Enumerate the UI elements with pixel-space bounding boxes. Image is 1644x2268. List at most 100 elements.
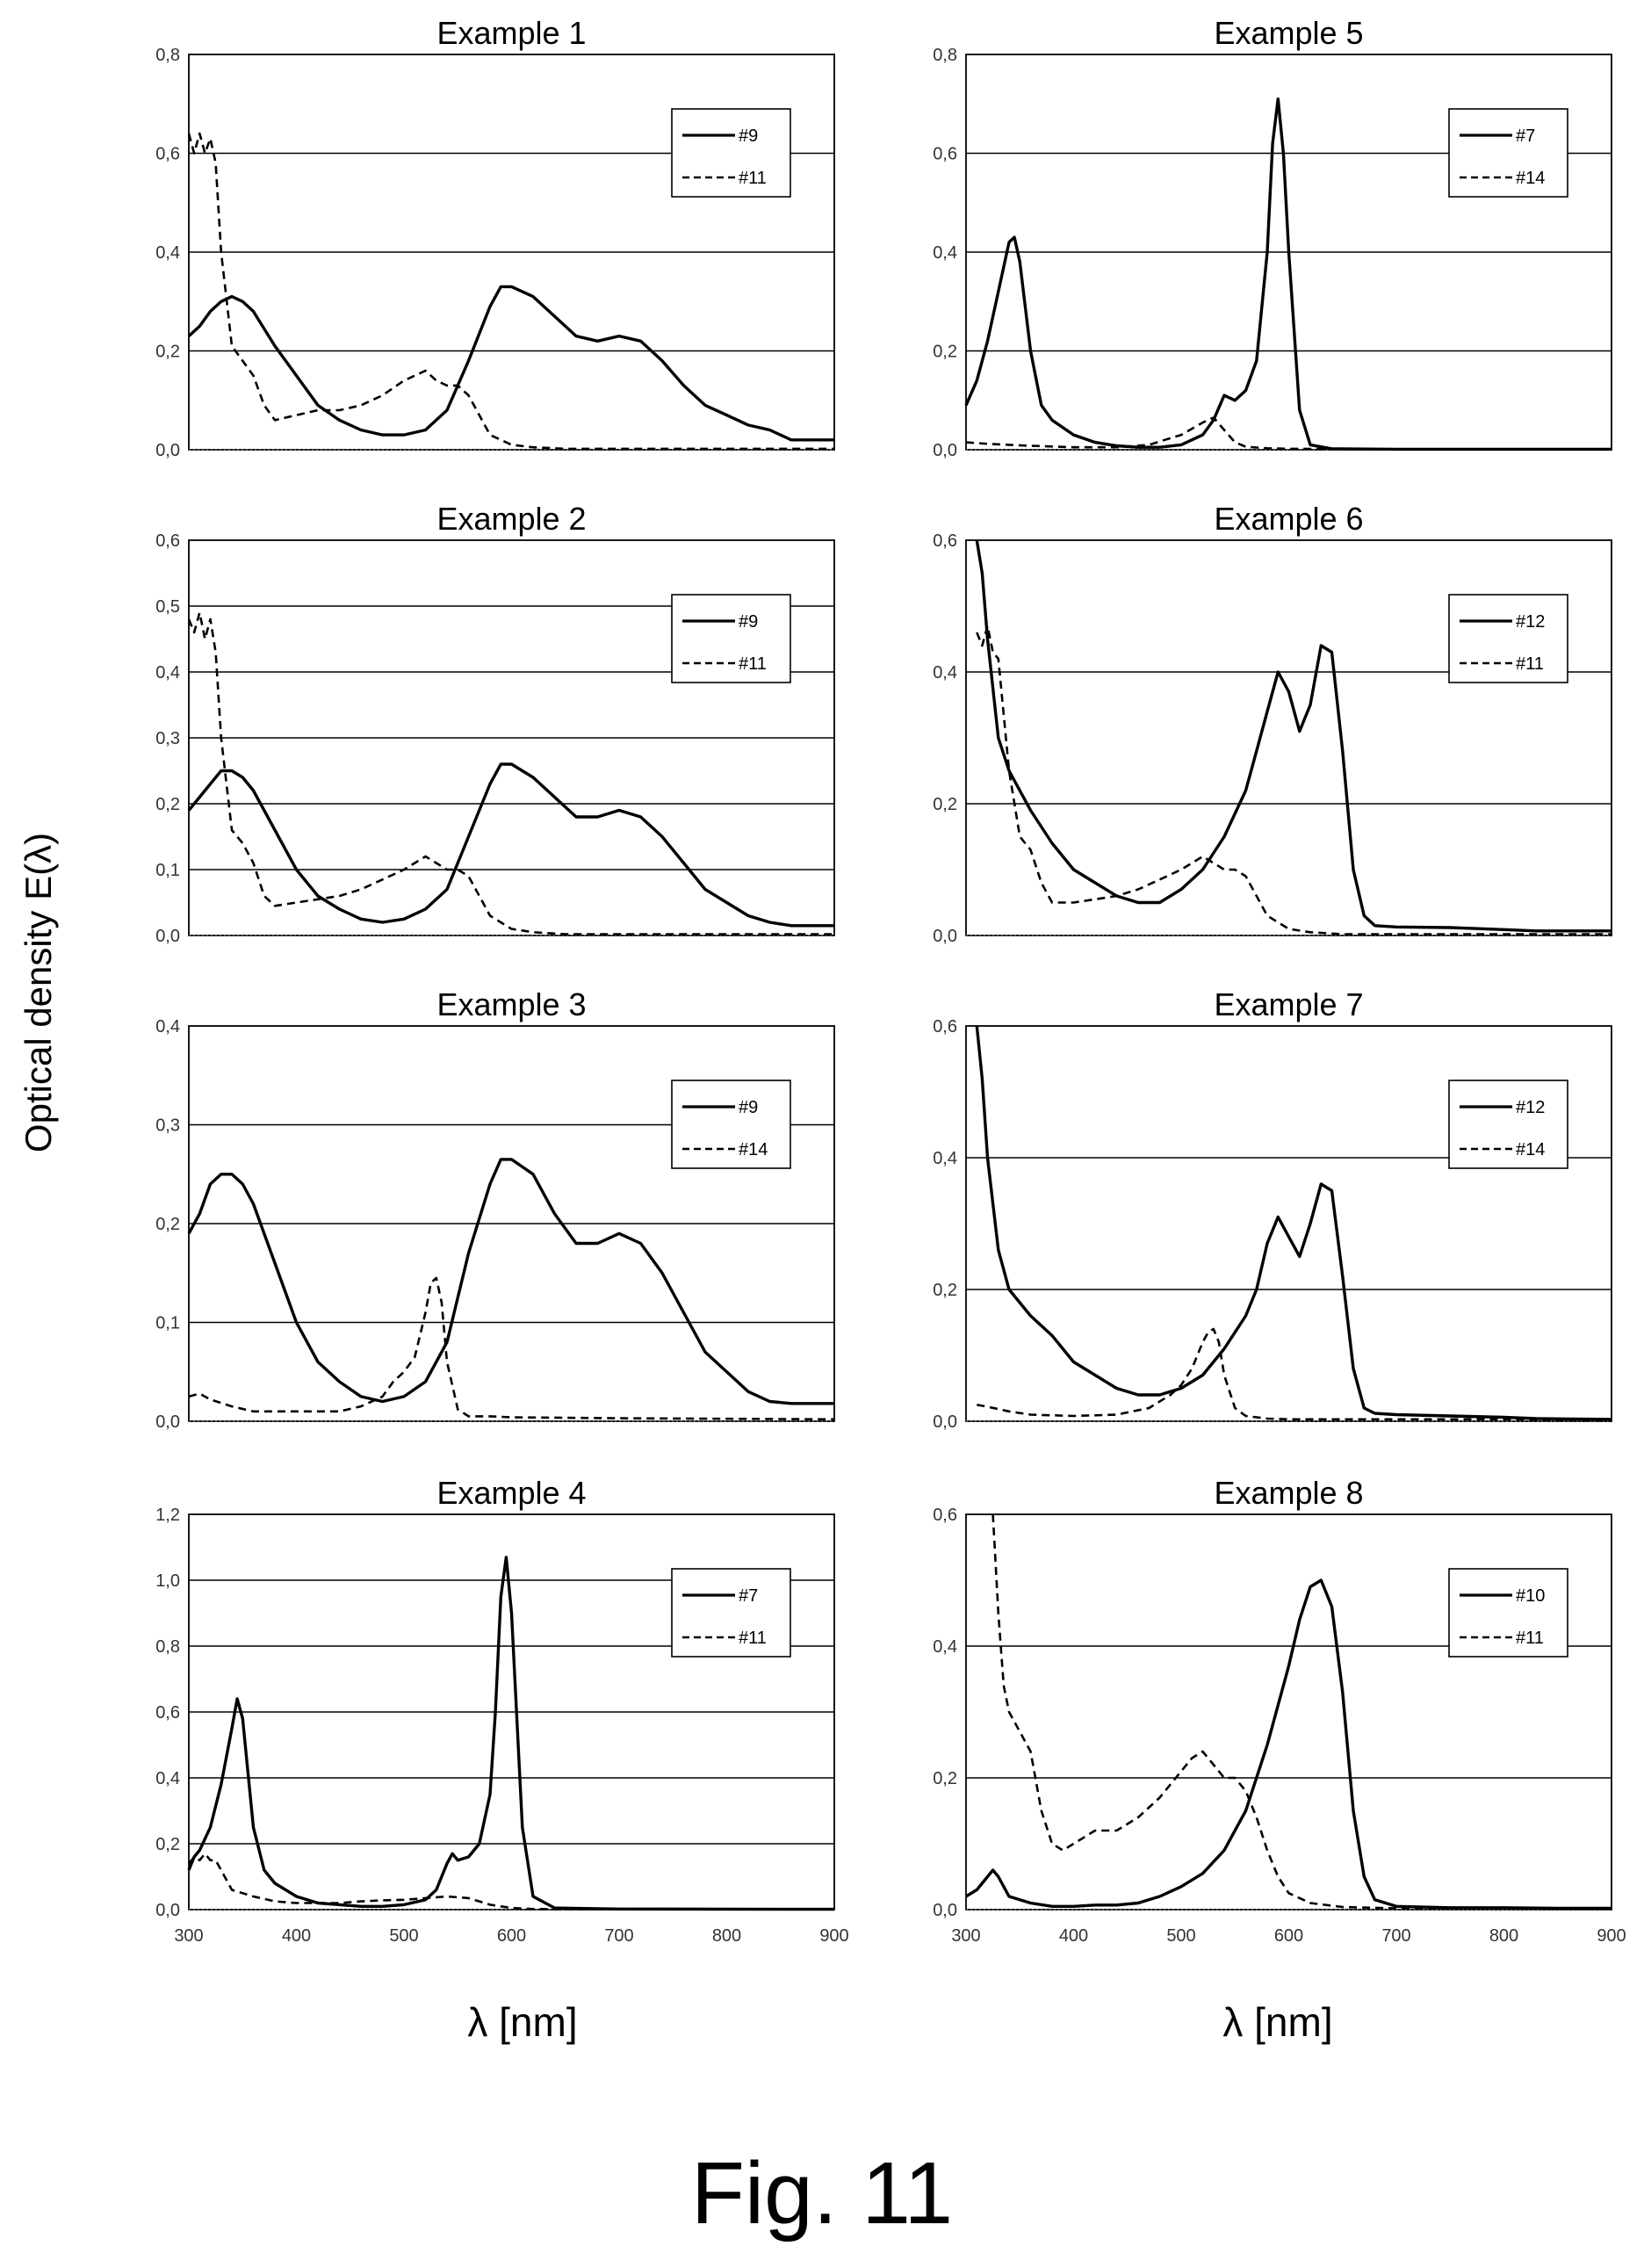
legend: #9 #11 [671,594,791,683]
legend: #7 #11 [671,1568,791,1658]
chart-title: Example 8 [1214,1475,1363,1511]
y-tick-label: 0,2 [933,1769,957,1788]
x-tick-label: 300 [174,1926,203,1946]
y-tick-label: 0,4 [933,1149,957,1168]
y-tick-label: 0,1 [155,1314,180,1333]
y-tick-label: 0,2 [155,795,180,814]
y-tick-label: 0,1 [155,861,180,880]
y-tick-label: 0,4 [933,663,957,683]
y-tick-label: 0,6 [933,531,957,551]
series-line-1 [187,762,834,928]
legend: #12 #11 [1448,594,1568,683]
y-tick-label: 0,4 [155,663,180,683]
y-tick-label: 0,6 [155,145,180,164]
chart-panel-3: Example 2 0,0 0,1 0,2 0,3 0,4 0,5 0,6 #9 #11 [155,501,835,946]
y-tick-label: 0,2 [155,1215,180,1234]
x-tick-label: 700 [1381,1926,1410,1946]
legend-label: #11 [739,1629,767,1648]
series-line-1 [187,285,834,442]
plot-frame [188,1025,835,1422]
plot-frame [188,54,835,451]
legend-box [671,1080,791,1169]
legend-label: #9 [739,126,758,146]
legend: #12 #14 [1448,1080,1568,1169]
y-tick-label: 0,0 [155,1901,180,1920]
y-tick-label: 0,2 [933,795,957,814]
y-tick-label: 1,2 [155,1506,180,1525]
x-tick-label: 500 [389,1926,418,1946]
legend: #10 #11 [1448,1568,1568,1658]
series-line-1 [965,1578,1612,1910]
series-line-2 [188,1276,835,1421]
legend-label: #12 [1516,612,1545,632]
y-tick-label: 0,0 [933,1901,957,1920]
y-tick-label: 0,2 [155,1835,180,1854]
y-tick-label: 0,4 [155,243,180,263]
series-line-1 [975,1025,1612,1421]
y-tick-label: 0,0 [933,441,957,460]
legend-label: #11 [739,654,767,674]
figure-caption: Fig. 11 [690,2144,954,2243]
x-tick-label: 400 [1059,1926,1088,1946]
legend: #9 #11 [671,108,791,198]
y-tick-label: 0,0 [155,1412,180,1432]
y-tick-label: 0,2 [933,343,957,362]
chart-panel-6: Example 7 0,0 0,2 0,4 0,6 #12 #14 [933,986,1612,1432]
chart-panels: Example 1 0,0 0,2 0,4 0,6 0,8 #9 #11 Example 5 0,… [155,15,1626,1946]
series-line-2 [965,416,1612,451]
y-tick-label: 0,6 [155,531,180,551]
legend-box [1448,1080,1568,1169]
x-tick-label: 700 [604,1926,633,1946]
chart-title: Example 5 [1214,15,1363,51]
series-line-2 [187,611,834,935]
chart-title: Example 6 [1214,501,1363,537]
y-tick-label: 0,3 [155,1116,180,1136]
legend-label: #11 [739,169,767,188]
legend-label: #14 [1516,169,1545,188]
chart-title: Example 4 [436,1475,586,1511]
y-tick-label: 0,8 [155,46,180,65]
chart-panel-8: Example 8 0,0 0,2 0,4 0,6 300 400 500 600 700 800 9… [933,1475,1626,1946]
chart-title: Example 2 [436,501,586,537]
series-line-2 [991,1513,1612,1910]
legend-label: #10 [1516,1586,1545,1606]
series-line-1 [187,1556,835,1911]
legend-label: #11 [1516,654,1544,674]
y-tick-label: 1,0 [155,1571,180,1591]
y-tick-label: 0,6 [933,1017,957,1036]
y-tick-label: 0,2 [155,343,180,362]
y-tick-label: 0,4 [933,243,957,263]
y-tick-label: 0,2 [933,1281,957,1300]
y-tick-label: 0,0 [155,441,180,460]
plot-frame [965,1025,1612,1422]
x-axis-label-right: λ [nm] [1222,1999,1332,2045]
legend-label: #9 [739,1098,758,1117]
chart-panel-2: Example 5 0,0 0,2 0,4 0,6 0,8 #7 #14 [933,15,1612,460]
x-tick-label: 600 [1274,1926,1303,1946]
legend-box [1448,594,1568,683]
chart-panel-1: Example 1 0,0 0,2 0,4 0,6 0,8 #9 #11 [155,15,835,460]
legend-label: #11 [1516,1629,1544,1648]
chart-panel-5: Example 3 0,0 0,1 0,2 0,3 0,4 #9 #14 [155,986,835,1432]
plot-frame [965,539,1612,936]
legend-label: #12 [1516,1098,1545,1117]
y-tick-label: 0,3 [155,729,180,748]
chart-panel-4: Example 6 0,0 0,2 0,4 0,6 #12 #11 [933,501,1612,946]
y-tick-label: 0,6 [933,145,957,164]
legend-box [671,1568,791,1658]
legend-box [1448,1568,1568,1658]
x-tick-label: 800 [712,1926,741,1946]
x-tick-label: 300 [951,1926,980,1946]
x-tick-label: 500 [1166,1926,1195,1946]
x-tick-label: 800 [1489,1926,1518,1946]
x-tick-label: 900 [1597,1926,1626,1946]
series-line-1 [975,539,1612,933]
y-tick-label: 0,8 [155,1637,180,1657]
x-axis-label-left: λ [nm] [467,1999,577,2045]
legend-box [671,108,791,198]
legend-label: #9 [739,612,758,632]
series-line-2 [976,625,1612,935]
y-tick-label: 0,6 [155,1703,180,1723]
series-line-1 [187,1158,834,1405]
